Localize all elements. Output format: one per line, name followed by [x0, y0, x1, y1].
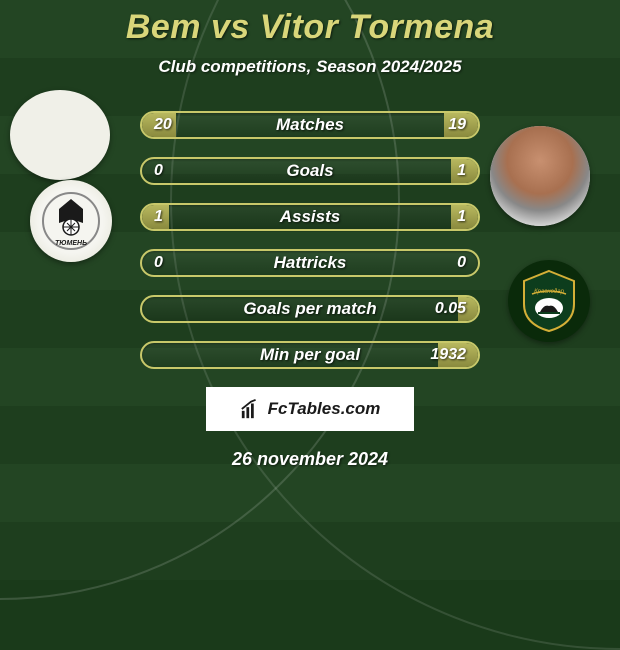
content-wrapper: Bem vs Vitor Tormena Club competitions, …	[0, 0, 620, 470]
stat-label: Matches	[142, 115, 478, 135]
stat-value-left: 1	[154, 208, 163, 226]
stat-row: 0Hattricks0	[140, 249, 480, 277]
stat-row: 20Matches19	[140, 111, 480, 139]
stat-row: 1Assists1	[140, 203, 480, 231]
stat-row: Min per goal1932	[140, 341, 480, 369]
stat-value-right: 1	[457, 162, 466, 180]
stat-label: Min per goal	[142, 345, 478, 365]
page-title: Bem vs Vitor Tormena	[0, 8, 620, 47]
stat-value-right: 19	[448, 116, 466, 134]
stat-label: Goals per match	[142, 299, 478, 319]
stat-value-left: 20	[154, 116, 172, 134]
stat-value-left: 0	[154, 162, 163, 180]
stat-label: Hattricks	[142, 253, 478, 273]
stat-label: Assists	[142, 207, 478, 227]
stat-row: Goals per match0.05	[140, 295, 480, 323]
date-text: 26 november 2024	[0, 449, 620, 470]
brand-badge[interactable]: FcTables.com	[206, 387, 414, 431]
subtitle: Club competitions, Season 2024/2025	[0, 57, 620, 77]
brand-text: FcTables.com	[268, 399, 381, 419]
brand-logo-icon	[240, 398, 262, 420]
stat-value-left: 0	[154, 254, 163, 272]
stat-value-right: 0	[457, 254, 466, 272]
stat-value-right: 1932	[430, 346, 466, 364]
stat-value-right: 0.05	[435, 300, 466, 318]
stat-row: 0Goals1	[140, 157, 480, 185]
stats-panel: 20Matches190Goals11Assists10Hattricks0Go…	[140, 111, 480, 369]
stat-label: Goals	[142, 161, 478, 181]
stat-value-right: 1	[457, 208, 466, 226]
